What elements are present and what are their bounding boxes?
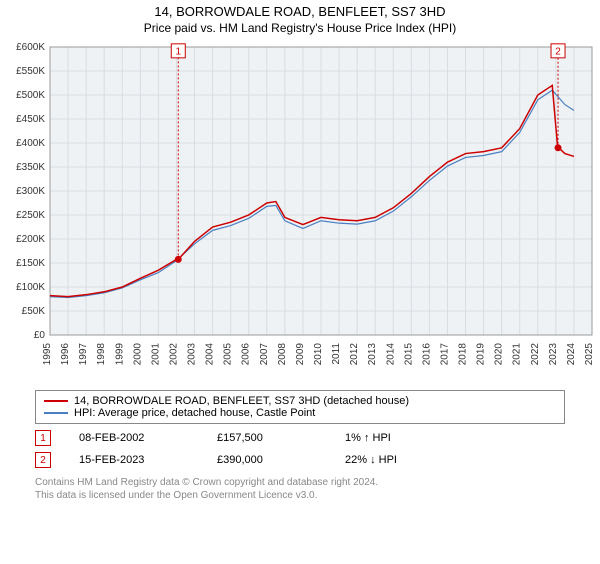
svg-text:2005: 2005 [223,343,234,366]
svg-text:2006: 2006 [241,343,252,366]
svg-text:2023: 2023 [548,343,559,366]
svg-text:£500K: £500K [16,90,45,101]
svg-text:2: 2 [555,46,561,57]
annotation-pct: 1% ↑ HPI [345,432,391,444]
annotation-number-box: 1 [35,430,51,446]
legend-item: HPI: Average price, detached house, Cast… [44,407,556,419]
svg-text:2007: 2007 [259,343,270,366]
svg-text:£550K: £550K [16,66,45,77]
svg-text:£200K: £200K [16,234,45,245]
svg-text:2020: 2020 [494,343,505,366]
svg-text:2017: 2017 [439,343,450,366]
svg-text:2004: 2004 [205,343,216,366]
svg-text:2021: 2021 [512,343,523,366]
svg-text:2011: 2011 [331,343,342,365]
legend-swatch [44,412,68,414]
svg-text:£400K: £400K [16,138,45,149]
svg-text:£600K: £600K [16,42,45,53]
attribution-text: Contains HM Land Registry data © Crown c… [35,476,565,502]
annotation-number-box: 2 [35,452,51,468]
chart-subtitle: Price paid vs. HM Land Registry's House … [0,21,600,35]
svg-text:£50K: £50K [22,306,46,317]
svg-text:1996: 1996 [60,343,71,366]
svg-text:£250K: £250K [16,210,45,221]
svg-text:£150K: £150K [16,258,45,269]
svg-text:1999: 1999 [114,343,125,366]
svg-text:£350K: £350K [16,162,45,173]
legend-label: 14, BORROWDALE ROAD, BENFLEET, SS7 3HD (… [74,395,409,407]
svg-text:2003: 2003 [187,343,198,366]
svg-text:2012: 2012 [349,343,360,366]
annotation-pct: 22% ↓ HPI [345,454,397,466]
legend-box: 14, BORROWDALE ROAD, BENFLEET, SS7 3HD (… [35,390,565,424]
svg-text:£450K: £450K [16,114,45,125]
legend-swatch [44,400,68,402]
svg-text:£300K: £300K [16,186,45,197]
legend-label: HPI: Average price, detached house, Cast… [74,407,315,419]
svg-text:£0: £0 [34,330,46,341]
svg-text:2016: 2016 [421,343,432,366]
svg-text:2015: 2015 [403,343,414,366]
svg-text:2024: 2024 [566,343,577,366]
svg-text:1997: 1997 [78,343,89,366]
annotation-row: 1 08-FEB-2002 £157,500 1% ↑ HPI [35,430,565,446]
svg-text:1: 1 [175,46,181,57]
svg-text:2002: 2002 [168,343,179,366]
svg-text:£100K: £100K [16,282,45,293]
chart-area: £0 £50K £100K £150K £200K £250K £300K £350K £400… [0,39,600,384]
annotation-price: £390,000 [217,454,317,466]
svg-text:2019: 2019 [476,343,487,366]
svg-text:2013: 2013 [367,343,378,366]
chart-title: 14, BORROWDALE ROAD, BENFLEET, SS7 3HD [0,4,600,19]
line-chart-svg: £0 £50K £100K £150K £200K £250K £300K £350K £400… [0,39,600,379]
svg-text:2010: 2010 [313,343,324,366]
annotation-price: £157,500 [217,432,317,444]
svg-text:1995: 1995 [42,343,53,366]
svg-text:2001: 2001 [150,343,161,366]
annotation-date: 15-FEB-2023 [79,454,189,466]
svg-text:1998: 1998 [96,343,107,366]
svg-text:2009: 2009 [295,343,306,366]
svg-text:2018: 2018 [458,343,469,366]
attribution-line-2: This data is licensed under the Open Gov… [35,489,565,502]
annotation-row: 2 15-FEB-2023 £390,000 22% ↓ HPI [35,452,565,468]
svg-text:2025: 2025 [584,343,595,366]
svg-text:2014: 2014 [385,343,396,366]
svg-text:2000: 2000 [132,343,143,366]
annotation-date: 08-FEB-2002 [79,432,189,444]
legend-item: 14, BORROWDALE ROAD, BENFLEET, SS7 3HD (… [44,395,556,407]
attribution-line-1: Contains HM Land Registry data © Crown c… [35,476,565,489]
svg-text:2008: 2008 [277,343,288,366]
svg-text:2022: 2022 [530,343,541,366]
